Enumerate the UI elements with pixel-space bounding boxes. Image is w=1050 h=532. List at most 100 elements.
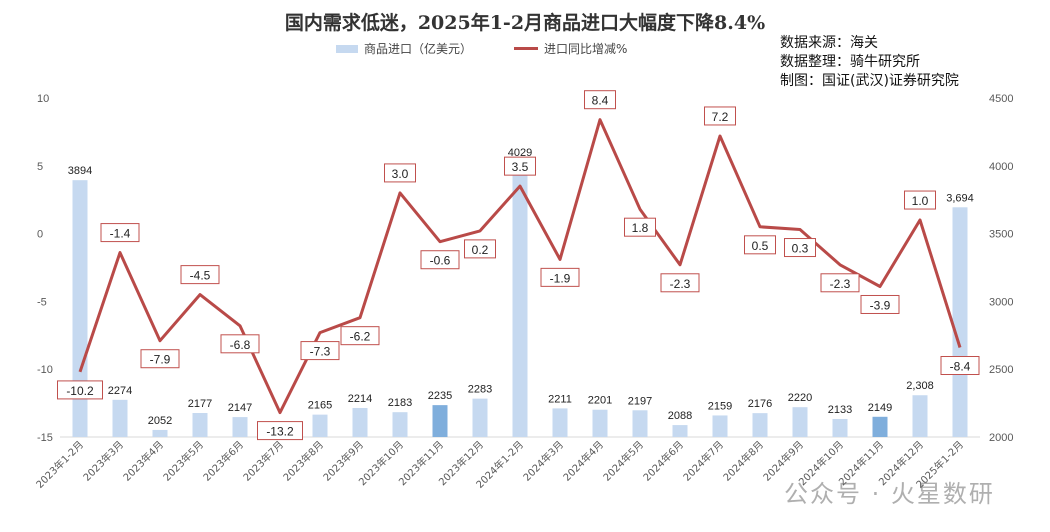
line-label-box: [504, 156, 536, 176]
line-label-box: [904, 190, 936, 210]
bar: [552, 408, 568, 437]
y-left-tick-label: -10: [37, 364, 53, 376]
legend-label-bar: 商品进口（亿美元）: [364, 42, 473, 56]
bar-value-label: 2,308: [906, 380, 934, 392]
line-label-box: [704, 106, 736, 126]
bar-value-label: 2177: [188, 398, 212, 410]
line-value-label: -6.8: [230, 338, 251, 352]
line-value-label: -8.4: [950, 360, 971, 374]
line-label-box: [464, 239, 496, 259]
bar: [352, 407, 368, 437]
bar: [792, 407, 808, 437]
line-label-box: [257, 421, 303, 441]
bar-value-label: 2211: [548, 393, 572, 405]
bar-value-label: 2147: [228, 402, 252, 414]
chart-legend: 商品进口（亿美元） 进口同比增减%: [336, 40, 669, 57]
bar: [432, 405, 448, 437]
line-value-label: -1.9: [550, 271, 571, 285]
bar: [72, 180, 88, 438]
watermark: 公众号 · 火星数研: [784, 480, 995, 508]
bar-value-label: 3894: [68, 165, 92, 177]
line-value-label: 3.0: [392, 167, 409, 181]
line-value-label: 1.0: [912, 194, 929, 208]
bar-value-label: 2201: [588, 395, 612, 407]
line-label-box: [57, 380, 103, 400]
bar: [872, 416, 888, 437]
bar-value-label: 4029: [508, 147, 532, 159]
legend-item-line: 进口同比增减%: [514, 40, 627, 57]
line-label-box: [140, 349, 180, 369]
x-tick-label: 2024年7月: [680, 438, 726, 484]
bar-value-label: 2159: [708, 400, 732, 412]
line-value-label: -6.2: [350, 330, 371, 344]
bar-value-label: 2197: [628, 395, 652, 407]
y-left-tick-label: 5: [37, 161, 43, 173]
line-label-box: [340, 326, 380, 346]
line-label-box: [540, 267, 580, 287]
bar-value-label: 2133: [828, 404, 852, 416]
bar: [312, 414, 328, 437]
x-tick-label: 2023年8月: [280, 438, 326, 484]
x-tick-label: 2024年4月: [560, 438, 606, 484]
x-tick-label: 2023年4月: [120, 438, 166, 484]
line-label-box: [940, 356, 980, 376]
line-value-label: -7.9: [150, 353, 171, 367]
line-value-label: 1.8: [632, 221, 649, 235]
line-label-box: [384, 163, 416, 183]
legend-item-bar: 商品进口（亿美元）: [336, 40, 472, 57]
bar: [832, 418, 848, 437]
y-right-tick-label: 2000: [989, 432, 1013, 444]
x-tick-label: 2023年3月: [80, 438, 126, 484]
line-value-label: -13.2: [266, 425, 294, 439]
line-label-box: [220, 334, 260, 354]
y-right-tick-label: 4000: [989, 161, 1013, 173]
x-tick-label: 2024年8月: [720, 438, 766, 484]
bar-value-label: 3,694: [946, 192, 974, 204]
x-tick-label: 2023年5月: [160, 438, 206, 484]
line-value-label: 0.5: [752, 239, 769, 253]
line-value-label: 3.5: [512, 160, 529, 174]
y-left-tick-label: -15: [37, 432, 53, 444]
line-label-box: [744, 235, 776, 255]
bar: [712, 415, 728, 437]
line-value-label: -1.4: [110, 227, 131, 241]
x-tick-label: 2024年3月: [520, 438, 566, 484]
line-label-box: [820, 273, 860, 293]
y-right-tick-label: 3000: [989, 296, 1013, 308]
bar: [472, 398, 488, 437]
bar-value-label: 2176: [748, 398, 772, 410]
chart-title: 国内需求低迷，2025年1-2月商品进口大幅度下降8.4%: [284, 12, 766, 34]
bar: [112, 399, 128, 437]
line-value-label: 8.4: [592, 94, 609, 108]
line-label-box: [180, 265, 220, 285]
bar: [952, 207, 968, 437]
legend-label-line: 进口同比增减%: [544, 42, 628, 56]
line-value-label: -4.5: [190, 269, 211, 283]
bar-value-label: 2274: [108, 385, 132, 397]
y-right-tick-label: 3500: [989, 229, 1013, 241]
source-note: 数据来源：海关 数据整理：骑牛研究所 制图：国证(武汉)证券研究院: [780, 34, 959, 91]
bar: [512, 161, 528, 437]
bar-value-label: 2149: [868, 402, 892, 414]
bar: [392, 412, 408, 437]
line-value-label: -3.9: [870, 298, 891, 312]
bar: [672, 425, 688, 437]
line-label-box: [624, 217, 656, 237]
line-label-box: [584, 90, 616, 110]
bar-value-label: 2220: [788, 392, 812, 404]
bar-value-label: 2235: [428, 390, 452, 402]
bar-value-label: 2183: [388, 397, 412, 409]
x-tick-label: 2023年9月: [320, 438, 366, 484]
y-left-tick-label: 0: [37, 229, 43, 241]
legend-swatch-line: [514, 47, 539, 50]
bar-value-label: 2052: [148, 415, 172, 427]
y-right-tick-label: 4500: [989, 93, 1013, 105]
line-value-label: -0.6: [430, 254, 451, 268]
bar: [752, 413, 768, 437]
line-label-box: [100, 223, 140, 243]
x-tick-label: 2023年1-2月: [33, 438, 86, 491]
line-value-label: -2.3: [670, 277, 691, 291]
bar-value-label: 2165: [308, 400, 332, 412]
source-line-1: 数据来源：海关: [780, 35, 878, 51]
